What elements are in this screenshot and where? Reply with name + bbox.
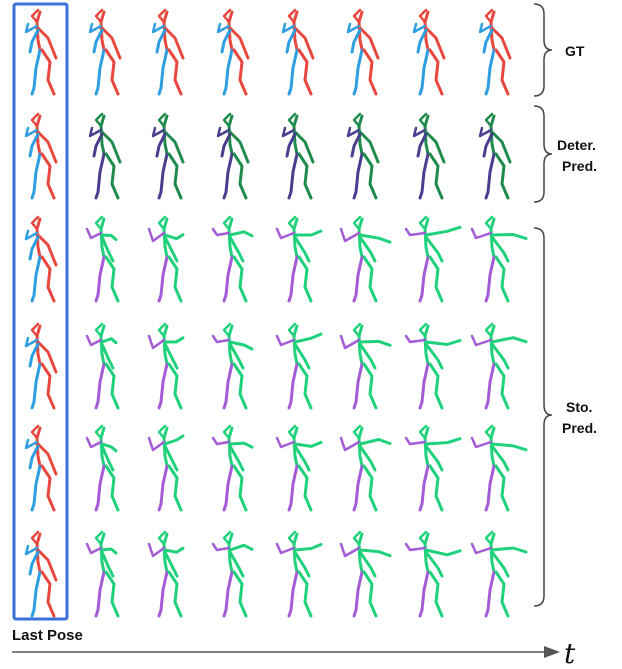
pose-figure (211, 530, 254, 618)
deter-brace (533, 105, 553, 203)
pose-figure (470, 322, 528, 410)
pose-figure (85, 322, 120, 410)
pose-figure (211, 424, 254, 512)
sto-brace (533, 227, 553, 607)
pose-grid (24, 8, 528, 618)
pose-figure (211, 215, 254, 303)
pose-figure (147, 322, 185, 410)
pose-figure (281, 8, 315, 96)
pose-figure (470, 215, 528, 303)
pose-figure (216, 8, 250, 96)
pose-figure (281, 112, 315, 200)
pose-figure (275, 215, 323, 303)
time-axis-arrowhead (544, 646, 560, 658)
pose-figure (404, 322, 462, 410)
pose-figure (404, 215, 462, 303)
pose-figure (24, 530, 58, 618)
pose-figure (346, 112, 380, 200)
pose-figure (151, 112, 185, 200)
pose-figure (24, 8, 58, 96)
pose-figure (404, 424, 462, 512)
last-pose-label: Last Pose (12, 627, 83, 644)
pose-figure (216, 112, 250, 200)
pose-figure (404, 530, 462, 618)
pose-figure (88, 8, 122, 96)
pose-figure (88, 112, 122, 200)
pose-figure (24, 322, 58, 410)
pose-figure (151, 8, 185, 96)
pose-figure (85, 215, 120, 303)
pose-figure (339, 215, 392, 303)
sto-label-line1: Sto. (566, 399, 592, 415)
pose-figure (339, 322, 392, 410)
pose-figure (478, 112, 512, 200)
pose-figure (85, 424, 120, 512)
deter-label-line2: Pred. (562, 158, 597, 174)
pose-figure (24, 112, 58, 200)
pose-figure (339, 424, 392, 512)
pose-figure (24, 215, 58, 303)
pose-figure (412, 112, 446, 200)
pose-figure (412, 8, 446, 96)
pose-figure (275, 322, 323, 410)
deter-label-line1: Deter. (557, 137, 596, 153)
pose-figure (470, 424, 528, 512)
pose-figure (24, 424, 58, 512)
gt-brace (533, 3, 553, 97)
pose-figure (147, 215, 185, 303)
pose-figure (478, 8, 512, 96)
pose-figure (211, 322, 254, 410)
pose-figure (85, 530, 120, 618)
pose-figure (275, 424, 323, 512)
last-pose-highlight-box (12, 2, 69, 621)
pose-figure (339, 530, 392, 618)
sto-label-line2: Pred. (562, 420, 597, 436)
time-axis-label: t (564, 637, 576, 669)
pose-figure (147, 530, 185, 618)
pose-figure (147, 424, 185, 512)
gt-label: GT (565, 43, 585, 59)
pose-figure (346, 8, 380, 96)
pose-figure (470, 530, 528, 618)
pose-figure (275, 530, 323, 618)
